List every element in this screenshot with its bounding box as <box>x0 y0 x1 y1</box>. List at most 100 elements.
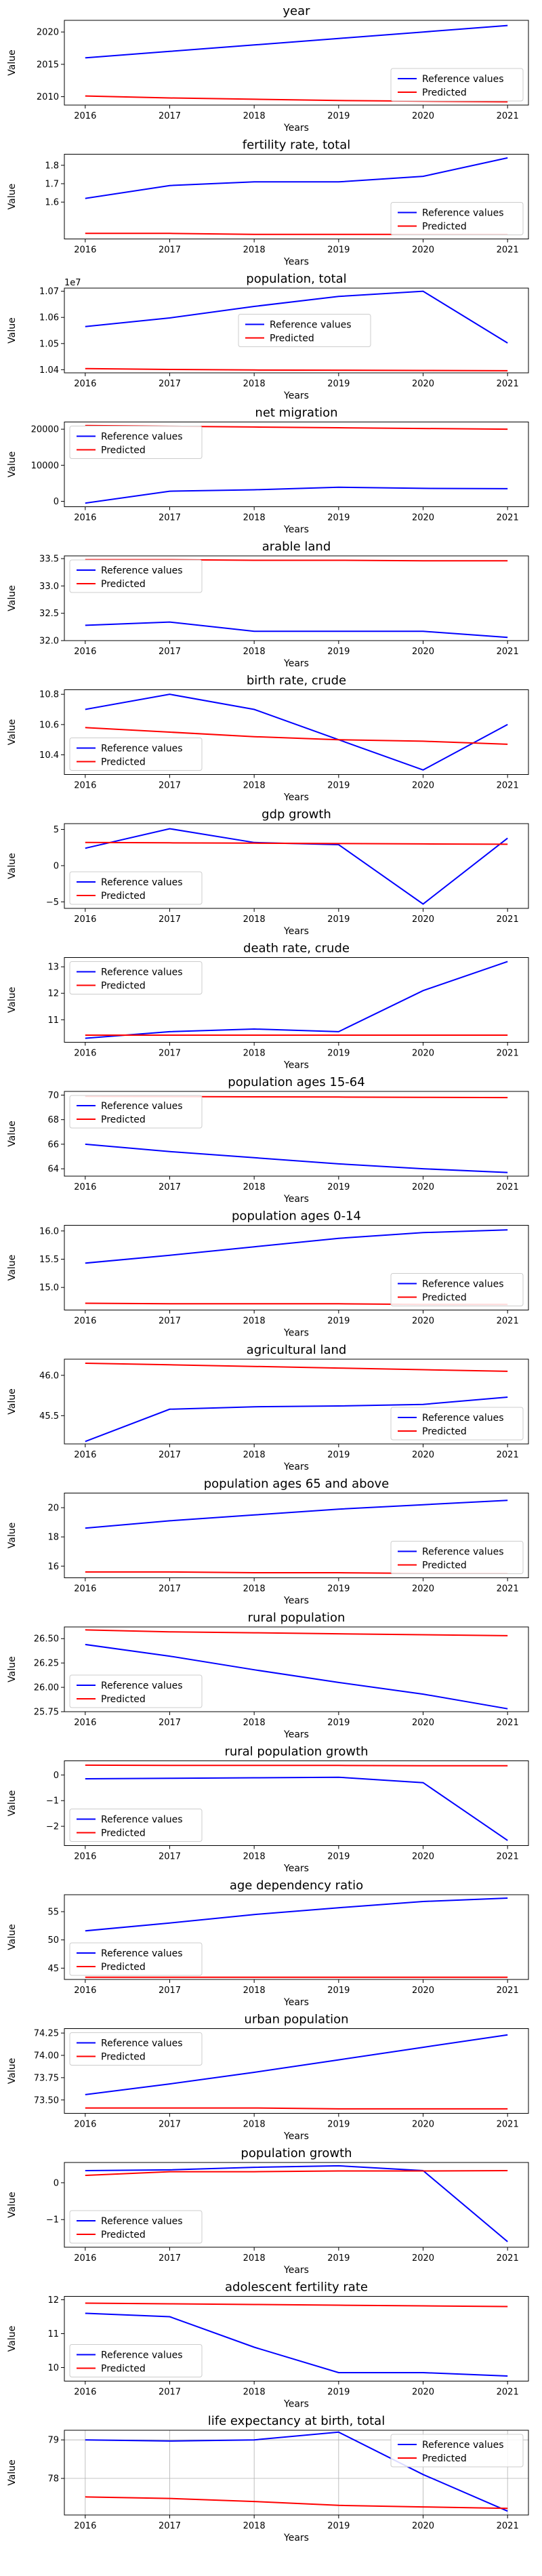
legend: Reference values Predicted <box>69 738 203 771</box>
plot-frame <box>64 2028 529 2114</box>
chart-panel-18: adolescent fertility rate 2016 2017 2018 201… <box>7 2280 529 2410</box>
x-tick-label: 2020 <box>412 513 434 523</box>
legend: Reference values Predicted <box>390 1541 524 1574</box>
legend-box <box>69 2344 203 2377</box>
reference-series-line <box>85 1500 508 1529</box>
predicted-series-line <box>85 2170 508 2176</box>
x-tick-label: 2018 <box>243 1584 266 1594</box>
x-axis-label: Years <box>283 525 309 536</box>
x-axis-label: Years <box>283 1864 309 1874</box>
x-tick-label: 2017 <box>159 1450 181 1460</box>
y-axis-label: Value <box>7 2192 18 2217</box>
y-tick-label: 15.5 <box>39 1255 59 1265</box>
x-tick-label: 2021 <box>497 1852 519 1862</box>
chart-title: net migration <box>255 406 337 420</box>
y-tick-label: 45 <box>47 1964 59 1974</box>
y-tick-label: −1 <box>46 2215 59 2226</box>
x-tick-label: 2017 <box>159 781 181 791</box>
x-axis-label: Years <box>283 1596 309 1607</box>
x-tick-label: 2020 <box>412 2120 434 2130</box>
y-tick-label: 10000 <box>31 461 59 471</box>
legend: Reference values Predicted <box>69 2210 203 2244</box>
legend: Reference values Predicted <box>69 1942 203 1976</box>
x-tick-label: 2016 <box>74 1450 96 1460</box>
y-offset-label: 1e7 <box>64 278 81 288</box>
y-tick-label: 1.05 <box>39 339 59 349</box>
predicted-series-line <box>85 1629 508 1636</box>
x-tick-label: 2019 <box>327 2253 350 2263</box>
x-tick-label: 2019 <box>327 1584 350 1594</box>
x-tick-label: 2016 <box>74 245 96 256</box>
x-tick-label: 2020 <box>412 111 434 121</box>
x-tick-label: 2018 <box>243 245 266 256</box>
y-axis-label: Value <box>7 1255 18 1281</box>
y-tick-label: 74.00 <box>34 2051 59 2061</box>
x-tick-label: 2018 <box>243 1852 266 1862</box>
chart-panel-9: population ages 15-64 2016 2017 2018 2019 202… <box>7 1075 529 1205</box>
legend: Reference values Predicted <box>69 1809 203 1842</box>
legend-entry: Reference values <box>101 967 182 978</box>
x-tick-label: 2019 <box>327 513 350 523</box>
x-tick-label: 2016 <box>74 2521 96 2531</box>
chart-panel-16: urban population 2016 2017 2018 2019 2020 2021… <box>7 2013 529 2142</box>
x-tick-label: 2017 <box>159 245 181 256</box>
y-tick-label: 2010 <box>37 92 59 102</box>
chart-title: age dependency ratio <box>230 1878 363 1893</box>
legend-box <box>69 871 203 905</box>
y-tick-label: 5 <box>54 825 59 835</box>
x-axis-label: Years <box>283 1729 309 1740</box>
y-tick-label: 18 <box>47 1533 59 1543</box>
plot-frame <box>64 422 529 507</box>
chart-title: urban population <box>244 2013 348 2027</box>
chart-panel-8: death rate, crude 2016 2017 2018 2019 2020 202… <box>7 942 529 1071</box>
x-tick-label: 2020 <box>412 1986 434 1996</box>
y-tick-label: 20000 <box>31 425 59 435</box>
chart-title: rural population <box>248 1611 346 1625</box>
x-tick-label: 2020 <box>412 1450 434 1460</box>
x-tick-label: 2021 <box>497 379 519 389</box>
x-tick-label: 2019 <box>327 1852 350 1862</box>
legend-entry: Predicted <box>422 87 467 98</box>
legend-entry: Reference values <box>422 208 503 219</box>
reference-series-line <box>85 2034 508 2095</box>
legend: Reference values Predicted <box>390 202 524 235</box>
y-tick-label: 2020 <box>37 28 59 38</box>
legend: Reference values Predicted <box>69 1095 203 1129</box>
legend-box <box>69 961 203 994</box>
y-tick-label: 55 <box>47 1908 59 1918</box>
legend: Reference values Predicted <box>69 559 203 593</box>
x-tick-label: 2021 <box>497 1584 519 1594</box>
legend-entry: Reference values <box>422 1279 503 1290</box>
legend-entry: Predicted <box>101 579 146 590</box>
plot-frame <box>64 20 529 106</box>
x-tick-label: 2016 <box>74 647 96 657</box>
y-axis-label: Value <box>7 1924 18 1950</box>
legend-entry: Predicted <box>101 1694 146 1705</box>
reference-series-line <box>85 1776 508 1841</box>
y-axis-label: Value <box>7 1523 18 1548</box>
legend: Reference values Predicted <box>390 68 524 102</box>
y-axis-label: Value <box>7 2326 18 2352</box>
y-tick-label: −1 <box>46 1796 59 1807</box>
x-tick-label: 2016 <box>74 781 96 791</box>
legend-entry: Predicted <box>101 891 146 902</box>
chart-panel-15: age dependency ratio 2016 2017 2018 2019 2020… <box>7 1878 529 2008</box>
x-tick-label: 2016 <box>74 1718 96 1728</box>
legend-box <box>69 1942 203 1976</box>
legend-entry: Predicted <box>101 981 146 992</box>
plot-frame <box>64 1894 529 1980</box>
legend-entry: Predicted <box>101 1828 146 1839</box>
y-axis-label: Value <box>7 1388 18 1414</box>
legend-entry: Reference values <box>101 1948 182 1959</box>
chart-title: life expectancy at birth, total <box>208 2414 385 2428</box>
predicted-series-line <box>85 1764 508 1767</box>
chart-panel-13: rural population 2016 2017 2018 2019 2020 2021… <box>7 1611 529 1740</box>
y-tick-label: 0 <box>54 497 59 507</box>
legend-entry: Reference values <box>422 1413 503 1424</box>
x-tick-label: 2021 <box>497 647 519 657</box>
chart-title: rural population growth <box>224 1745 368 1759</box>
x-tick-label: 2016 <box>74 1986 96 1996</box>
x-axis-label: Years <box>283 1328 309 1339</box>
y-tick-label: 45.5 <box>39 1411 59 1422</box>
predicted-series-line <box>85 841 508 845</box>
